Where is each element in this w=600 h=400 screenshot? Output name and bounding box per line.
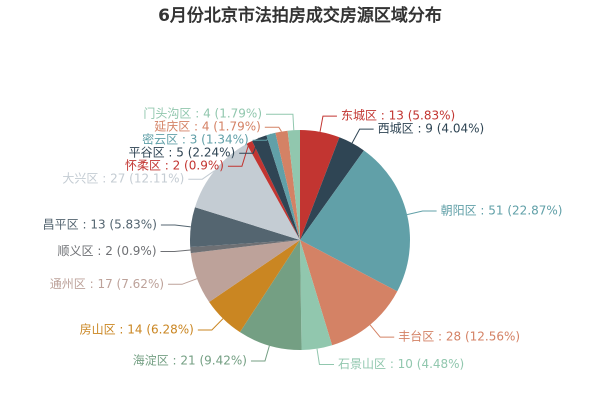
- leader-line: [250, 345, 270, 362]
- leader-line: [264, 126, 282, 132]
- leader-line: [252, 133, 272, 141]
- pie-slice: [195, 143, 300, 240]
- leader-line: [168, 278, 198, 285]
- leader-line: [197, 318, 224, 331]
- pie-slice: [300, 240, 398, 346]
- leader-line: [188, 170, 215, 180]
- data-label: 海淀区 : 21 (9.42%): [133, 353, 247, 368]
- data-label: 通州区 : 17 (7.62%): [50, 277, 164, 291]
- leader-line: [160, 249, 191, 253]
- data-label: 密云区 : 3 (1.34%): [142, 132, 249, 147]
- data-label: 顺义区 : 2 (0.9%): [58, 244, 157, 258]
- pie-slice: [239, 240, 302, 350]
- pie-slice: [266, 132, 300, 240]
- pie-slice: [300, 240, 333, 350]
- data-label: 朝阳区 : 51 (22.87%): [441, 203, 563, 217]
- data-label: 昌平区 : 13 (5.83%): [43, 217, 157, 231]
- leader-line: [369, 324, 395, 338]
- data-label: 石景山区 : 10 (4.48%): [338, 357, 464, 371]
- leader-line: [351, 128, 374, 144]
- pie-slice: [190, 240, 300, 254]
- leader-line: [316, 348, 334, 365]
- data-label: 房山区 : 14 (6.28%): [80, 322, 194, 337]
- leader-line: [227, 142, 250, 167]
- leader-line: [160, 224, 191, 228]
- data-label: 大兴区 : 27 (12.11%): [62, 172, 184, 186]
- leader-line: [239, 137, 260, 154]
- pie-slice: [252, 135, 300, 240]
- data-label: 平谷区 : 5 (2.24%): [129, 146, 236, 160]
- pie-slice: [300, 137, 364, 240]
- data-label: 延庆区 : 4 (1.79%): [154, 120, 261, 134]
- pie-slice: [209, 240, 300, 333]
- chart-title: 6月份北京市法拍房成交房源区域分布: [158, 5, 442, 26]
- data-label: 门头沟区 : 4 (1.79%): [143, 106, 262, 121]
- pie-slice: [190, 240, 300, 302]
- leader-line: [266, 113, 295, 131]
- data-label: 丰台区 : 28 (12.56%): [398, 329, 520, 344]
- data-label: 怀柔区 : 2 (0.9%): [125, 159, 224, 173]
- pie-slice: [287, 130, 300, 240]
- pie-slice: [190, 207, 300, 247]
- pie-slice: [300, 150, 410, 292]
- pie-slice: [246, 140, 300, 240]
- data-label: 西城区 : 9 (4.04%): [378, 122, 485, 136]
- pie-slice: [275, 130, 300, 240]
- leader-line: [319, 115, 337, 132]
- pie-slice: [300, 130, 340, 240]
- data-label: 东城区 : 13 (5.83%): [341, 109, 455, 123]
- leader-line: [406, 210, 437, 216]
